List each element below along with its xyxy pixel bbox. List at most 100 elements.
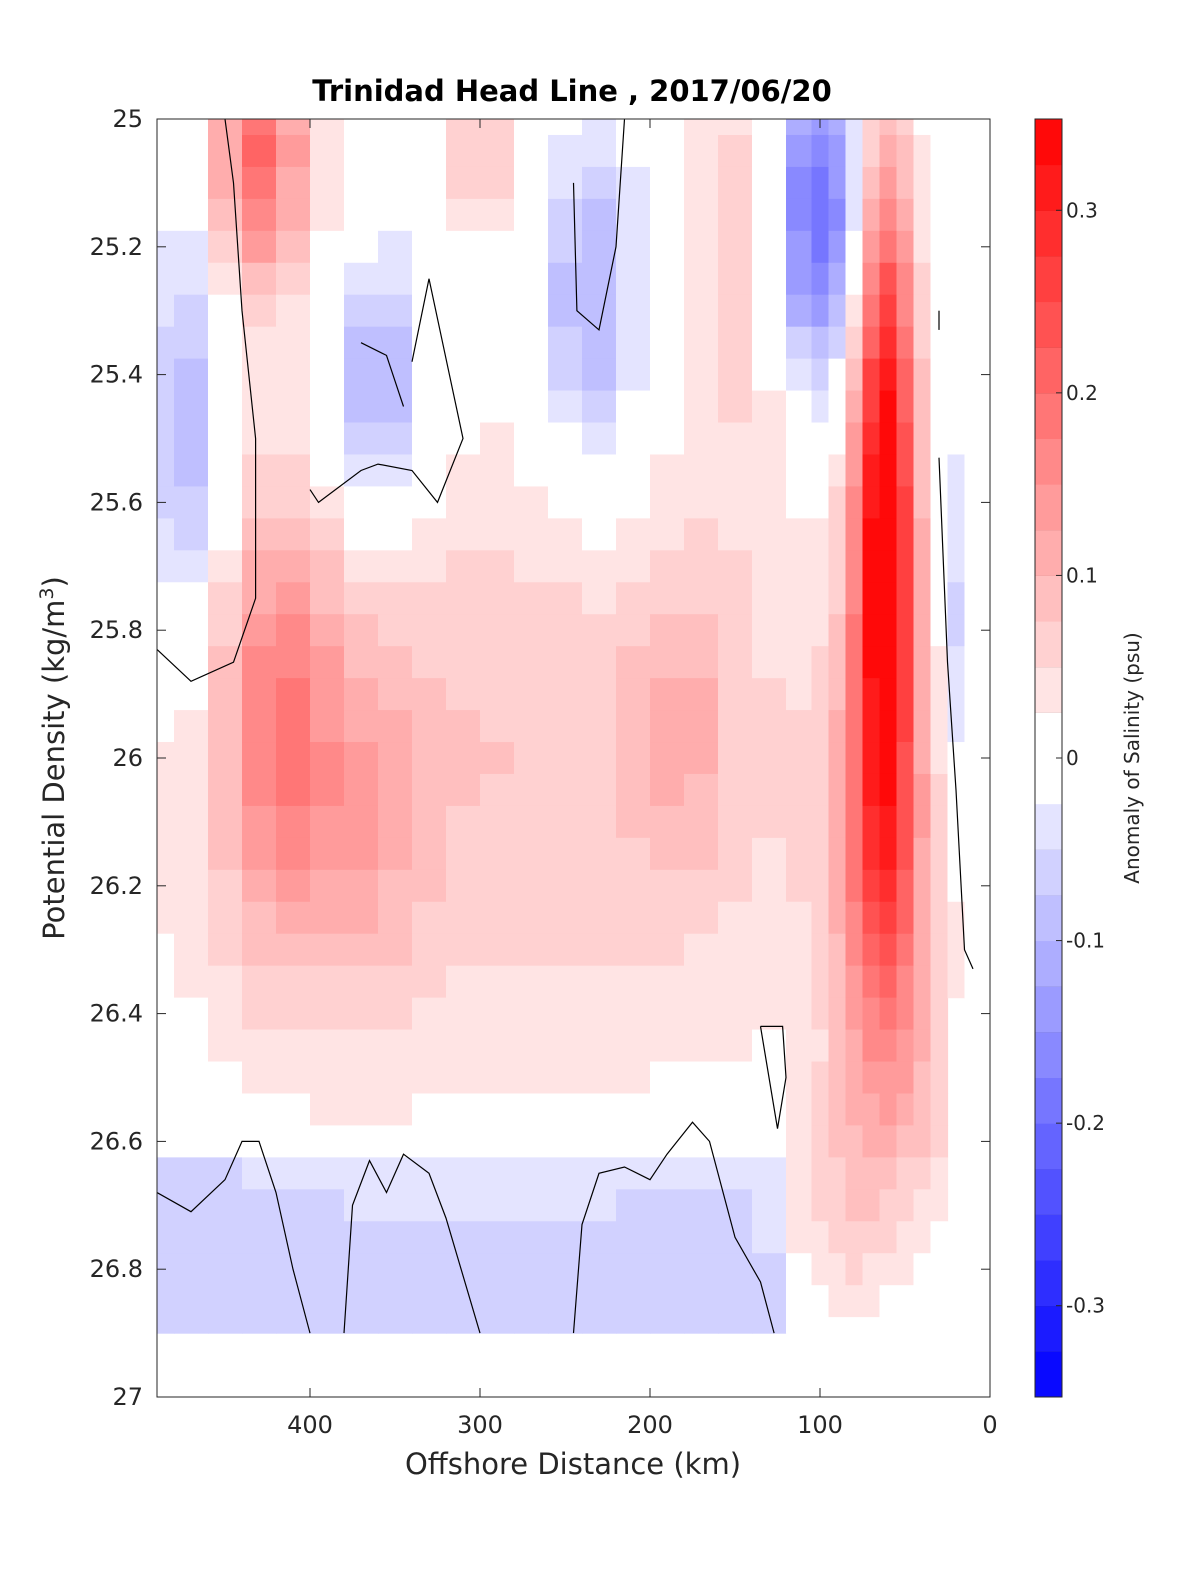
field-cell bbox=[862, 390, 881, 424]
field-cell bbox=[208, 550, 243, 583]
field-cell bbox=[896, 773, 915, 807]
field-cell bbox=[845, 678, 864, 711]
field-cell bbox=[582, 1221, 617, 1254]
field-cell bbox=[862, 198, 881, 232]
field-cell bbox=[412, 550, 447, 583]
field-cell bbox=[947, 933, 966, 967]
field-cell bbox=[947, 390, 966, 424]
field-cell bbox=[548, 262, 583, 296]
field-cell bbox=[480, 550, 515, 583]
field-cell bbox=[412, 166, 447, 200]
field-cell bbox=[157, 837, 175, 871]
field-cell bbox=[480, 837, 515, 871]
field-cell bbox=[174, 198, 209, 232]
field-cell bbox=[208, 1285, 243, 1318]
field-cell bbox=[786, 230, 813, 264]
field-cell bbox=[684, 933, 719, 967]
field-cell bbox=[378, 582, 413, 615]
field-cell bbox=[879, 965, 898, 999]
field-cell bbox=[930, 1317, 949, 1334]
field-cell bbox=[684, 1189, 719, 1222]
zero-contour-line bbox=[157, 119, 257, 683]
zero-contour-line bbox=[572, 1121, 775, 1334]
field-cell bbox=[828, 230, 847, 264]
field-cell bbox=[964, 262, 983, 296]
field-cell bbox=[811, 198, 830, 232]
field-cell bbox=[947, 805, 966, 839]
field-cell bbox=[242, 773, 277, 807]
field-cell bbox=[446, 965, 481, 999]
field-cell bbox=[845, 805, 864, 839]
field-cell bbox=[344, 230, 379, 264]
field-cell bbox=[412, 358, 447, 392]
field-cell bbox=[548, 358, 583, 392]
field-cell bbox=[684, 837, 719, 871]
field-cell bbox=[378, 1189, 413, 1222]
field-cell bbox=[157, 933, 175, 967]
field-cell bbox=[310, 422, 345, 456]
field-cell bbox=[964, 230, 983, 264]
field-cell bbox=[174, 422, 209, 456]
field-cell bbox=[480, 965, 515, 999]
y-tick-label: 26.8 bbox=[90, 1255, 143, 1283]
field-cell bbox=[276, 166, 311, 200]
field-cell bbox=[616, 550, 651, 583]
field-cell bbox=[378, 262, 413, 296]
field-cell bbox=[845, 294, 864, 328]
field-cell bbox=[896, 933, 915, 967]
field-cell bbox=[276, 518, 311, 551]
field-cell bbox=[930, 262, 949, 296]
zero-contour-lines bbox=[157, 119, 974, 1334]
field-cell bbox=[845, 742, 864, 775]
field-cell bbox=[616, 1221, 651, 1254]
field-cell bbox=[947, 486, 966, 519]
field-cell bbox=[981, 134, 990, 168]
field-cell bbox=[344, 869, 379, 903]
field-cell bbox=[310, 119, 345, 136]
field-cell bbox=[718, 518, 753, 551]
chart-title: Trinidad Head Line , 2017/06/20 bbox=[312, 74, 832, 108]
field-cell bbox=[378, 614, 413, 647]
field-cell bbox=[310, 1317, 345, 1334]
field-cell bbox=[650, 1189, 685, 1222]
field-cell bbox=[862, 965, 881, 999]
field-cell bbox=[412, 1125, 447, 1158]
colorbar-swatch bbox=[1035, 712, 1062, 759]
field-cell bbox=[786, 390, 813, 424]
field-cell bbox=[548, 837, 583, 871]
field-cell bbox=[157, 1189, 175, 1222]
colorbar-swatch bbox=[1035, 1168, 1062, 1215]
field-cell bbox=[752, 646, 787, 679]
field-cell bbox=[930, 773, 949, 807]
field-cell bbox=[480, 294, 515, 328]
field-cell bbox=[981, 710, 990, 743]
field-cell bbox=[480, 805, 515, 839]
field-cell bbox=[412, 1093, 447, 1127]
field-cell bbox=[684, 390, 719, 424]
field-cell bbox=[412, 837, 447, 871]
field-cell bbox=[480, 230, 515, 264]
field-cell bbox=[650, 454, 685, 488]
field-cell bbox=[947, 119, 966, 136]
field-cell bbox=[446, 1285, 481, 1318]
field-cell bbox=[548, 1093, 583, 1127]
field-cell bbox=[811, 166, 830, 200]
field-cell bbox=[786, 422, 813, 456]
field-cell bbox=[718, 262, 753, 296]
field-cell bbox=[174, 230, 209, 264]
field-cell bbox=[752, 230, 787, 264]
field-cell bbox=[879, 582, 898, 615]
field-cell bbox=[157, 805, 175, 839]
field-cell bbox=[480, 454, 515, 488]
field-cell bbox=[718, 1093, 753, 1127]
x-axis-label: Offshore Distance (km) bbox=[405, 1447, 741, 1481]
field-cell bbox=[981, 805, 990, 839]
field-cell bbox=[174, 805, 209, 839]
field-cell bbox=[786, 134, 813, 168]
field-cell bbox=[718, 805, 753, 839]
field-cell bbox=[242, 837, 277, 871]
field-cell bbox=[947, 837, 966, 871]
field-cell bbox=[242, 965, 277, 999]
field-cell bbox=[208, 965, 243, 999]
field-cell bbox=[446, 869, 481, 903]
